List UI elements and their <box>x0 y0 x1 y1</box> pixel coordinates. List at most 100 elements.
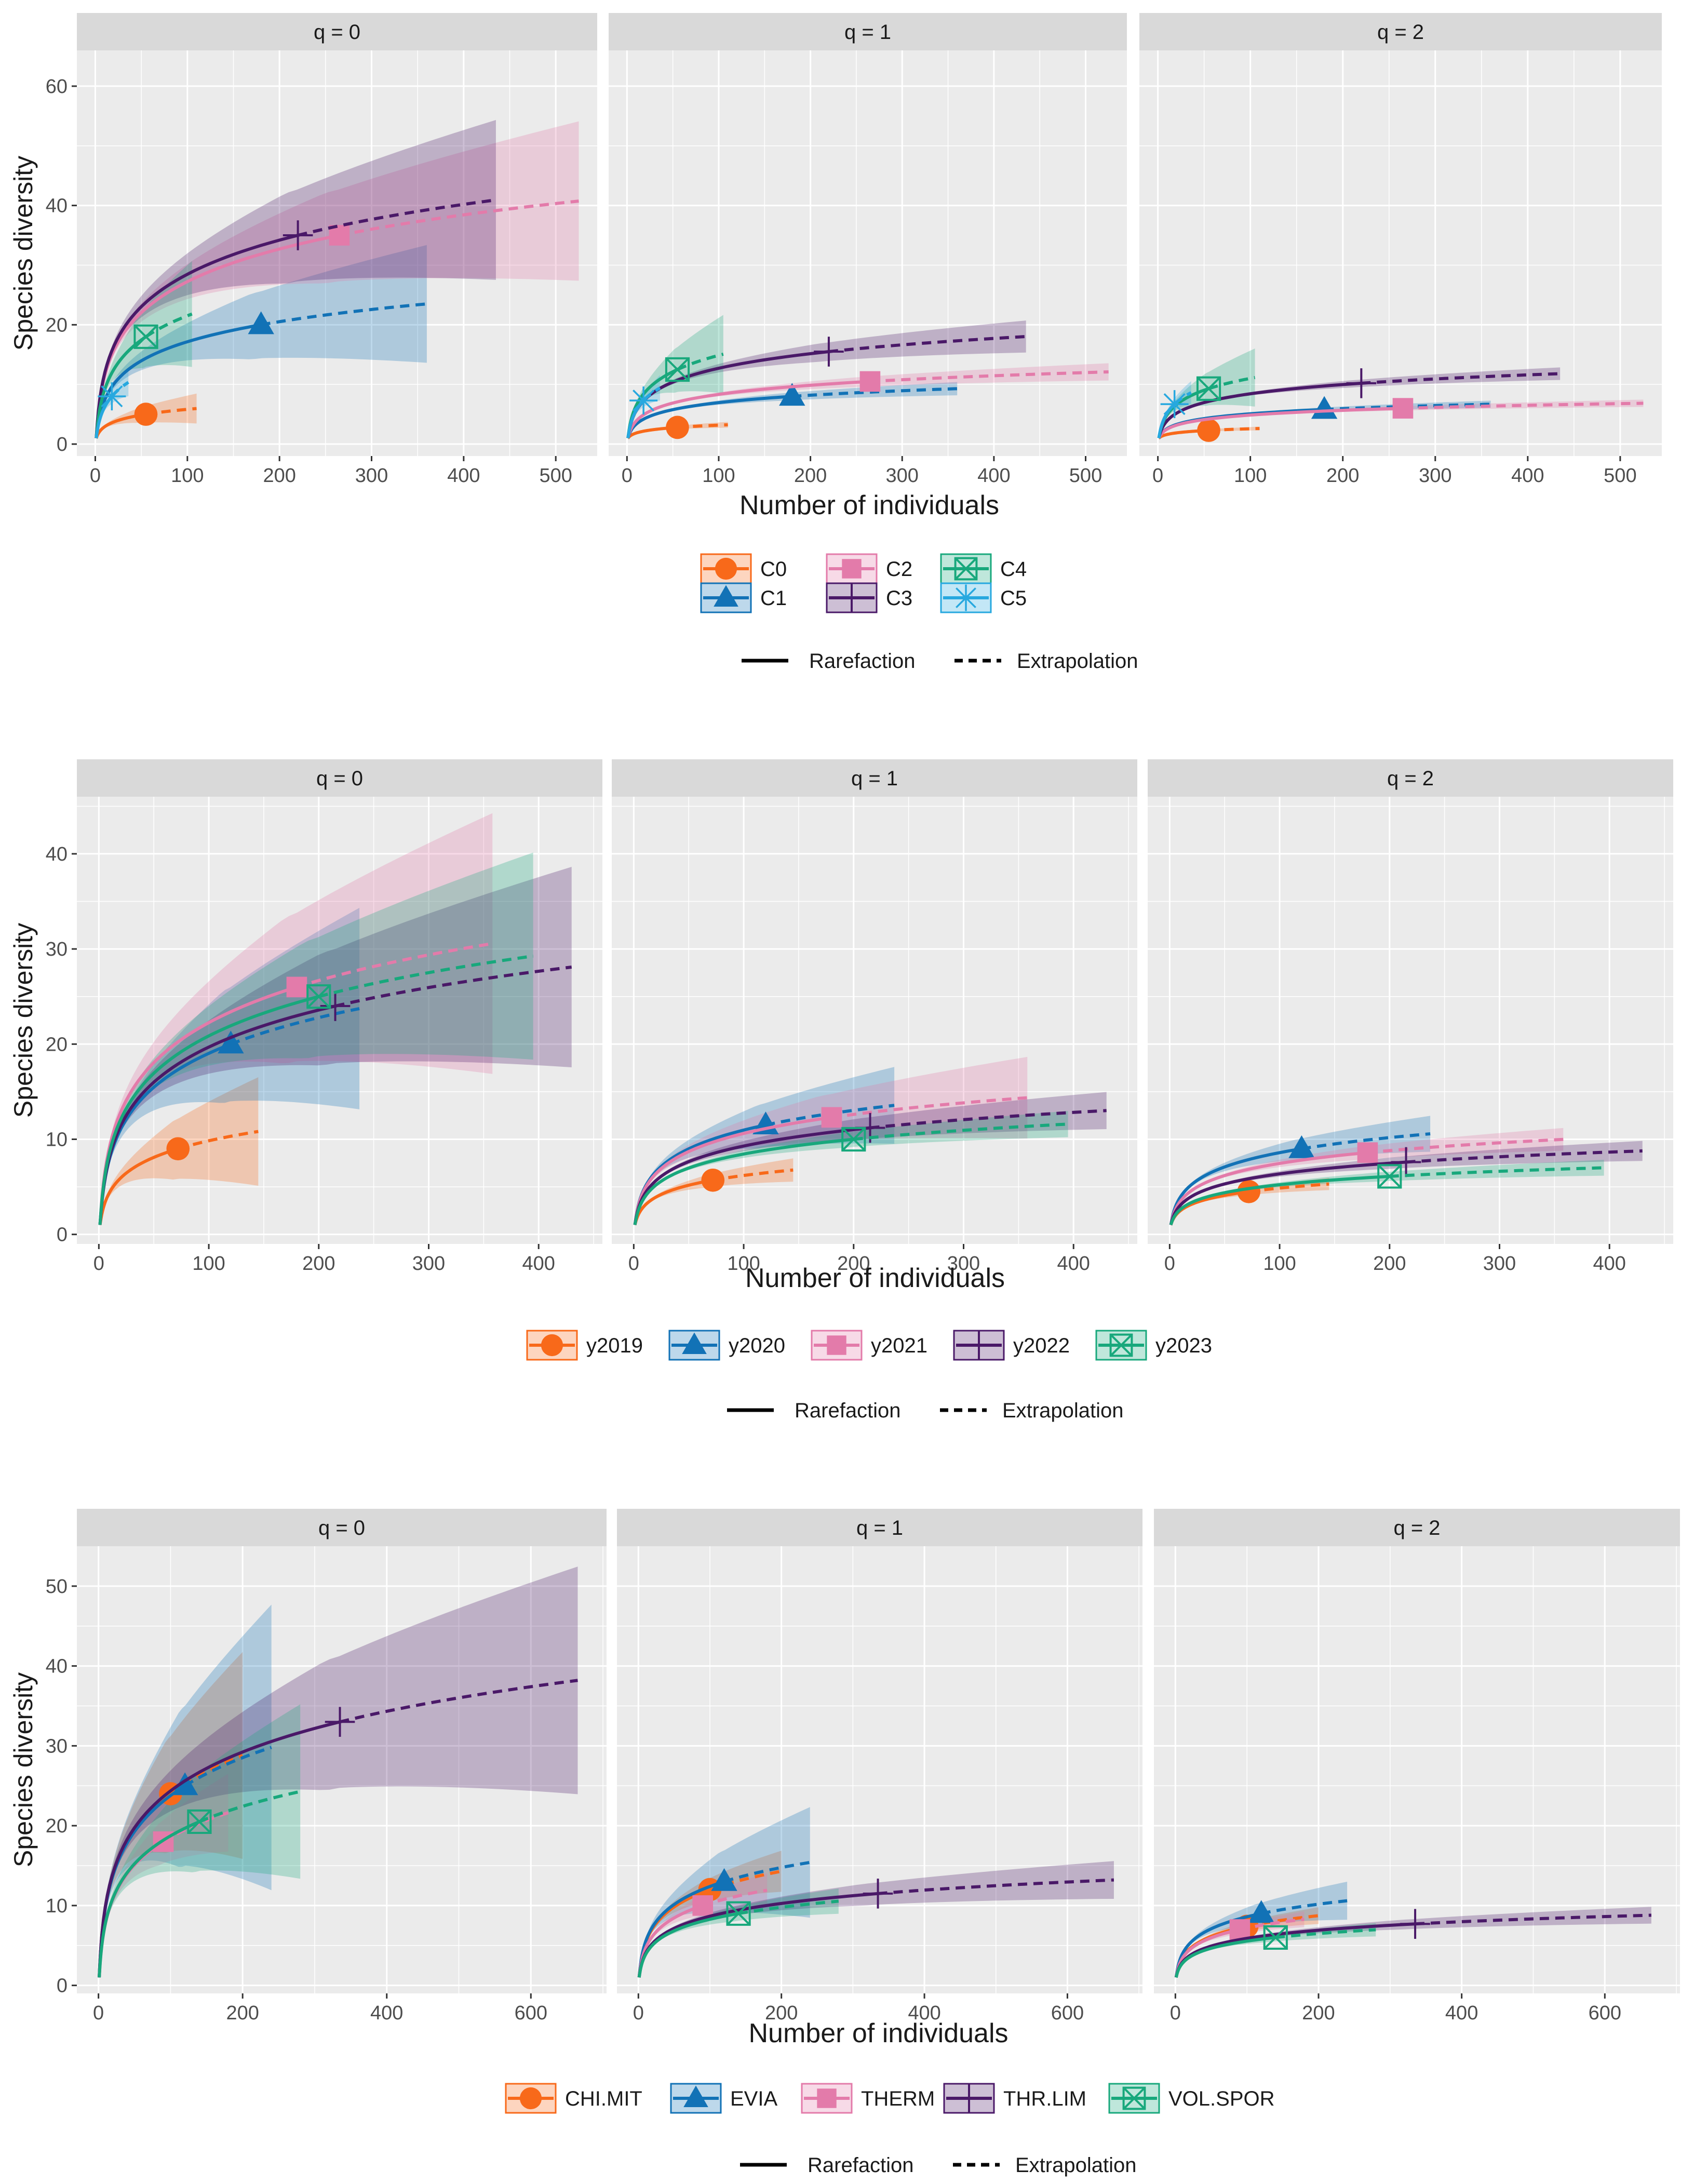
facet-strip <box>609 13 1127 50</box>
ci-ribbon-evia <box>639 1807 810 1978</box>
observed-point-therm <box>692 1895 714 1916</box>
extrapolation-line-therm <box>1239 1918 1305 1931</box>
rarefaction-line-c0 <box>627 425 678 439</box>
facet-strip <box>617 1509 1142 1546</box>
x-tick-label: 0 <box>1170 2002 1181 2024</box>
extrapolation-line-evia <box>184 1746 272 1787</box>
legend-entry-vol-spor: VOL.SPOR <box>1108 2083 1275 2114</box>
observed-point-c5 <box>1160 390 1189 419</box>
observed-point-c3 <box>1346 368 1377 398</box>
x-tick-label: 500 <box>1604 465 1636 487</box>
legend-marker <box>954 2084 984 2113</box>
ci-ribbon-chi-mit <box>639 1851 782 1978</box>
legend-label: CHI.MIT <box>565 2087 642 2110</box>
y-tick-label: 20 <box>46 314 68 336</box>
legend-label: y2022 <box>1013 1334 1070 1357</box>
extrapolation-line-y2022 <box>870 1109 1107 1130</box>
legend-entry-y2020: y2020 <box>668 1330 785 1361</box>
observed-point-y2021 <box>286 976 307 998</box>
ci-ribbon-evia <box>1176 1881 1348 1978</box>
extrapolation-line-chi-mit <box>169 1754 244 1796</box>
extrapolation-line-y2019 <box>1248 1182 1329 1194</box>
ci-ribbon-y2021 <box>100 813 493 1226</box>
ci-ribbon-c4 <box>96 261 192 439</box>
observed-point-y2019 <box>701 1168 725 1192</box>
y-tick-label: 10 <box>46 1895 68 1917</box>
x-tick-label: 0 <box>1152 465 1163 487</box>
rarefaction-line-thr-lim <box>98 1720 341 1978</box>
legend-label: y2023 <box>1155 1334 1212 1357</box>
facet-panel: q = 2 0 200 400 600 <box>1154 1509 1680 2024</box>
extrapolation-line-y2019 <box>712 1168 794 1182</box>
x-tick-label: 300 <box>947 1253 980 1275</box>
rarefaction-line-c3 <box>95 234 299 438</box>
extrapolation-line-c4 <box>677 352 724 371</box>
x-tick-label: 100 <box>1263 1253 1296 1275</box>
y-tick-label: 0 <box>57 434 68 455</box>
rarefaction-key-label: Rarefaction <box>809 650 916 673</box>
facet-strip <box>77 13 597 50</box>
linetype-legend: Rarefaction Extrapolation <box>740 2154 1136 2177</box>
observed-point-y2021 <box>1357 1142 1378 1163</box>
facet-label: q = 0 <box>316 767 363 790</box>
x-tick-label: 300 <box>886 465 919 487</box>
x-axis-title: Number of individuals <box>740 490 999 520</box>
ci-ribbon-y2019 <box>635 1158 794 1225</box>
y-tick-label: 20 <box>46 1815 68 1837</box>
observed-point-evia <box>1248 1900 1274 1923</box>
ci-ribbon-c4 <box>628 315 723 439</box>
observed-point-c3 <box>283 220 313 250</box>
rarefaction-line-y2019 <box>633 1178 714 1226</box>
legend-entry-c3: C3 <box>826 582 912 613</box>
series-layer <box>1157 348 1644 442</box>
extrapolation-line-therm <box>702 1888 768 1907</box>
extrapolation-line-vol-spor <box>1275 1928 1376 1939</box>
x-tick-label: 300 <box>1483 1253 1516 1275</box>
extrapolation-line-c1 <box>261 302 427 327</box>
y-tick-label: 40 <box>46 1656 68 1678</box>
ci-ribbon-therm <box>639 1873 768 1978</box>
ci-ribbon-y2022 <box>1171 1141 1643 1225</box>
ci-ribbon-y2023 <box>1171 1160 1604 1225</box>
x-tick-label: 400 <box>1445 2002 1478 2024</box>
extrapolation-line-c2 <box>870 370 1109 383</box>
extrapolation-key-label: Extrapolation <box>1017 650 1138 673</box>
x-tick-label: 0 <box>93 2002 104 2024</box>
x-axis-title: Number of individuals <box>748 2018 1008 2048</box>
legend-label: THR.LIM <box>1003 2087 1086 2110</box>
legend: y2019 y2020 y2021 y2022 y2023 <box>526 1330 1212 1361</box>
facet-label: q = 0 <box>318 1517 365 1539</box>
linetype-legend: Rarefaction Extrapolation <box>727 1399 1123 1422</box>
x-tick-label: 200 <box>765 2002 798 2024</box>
extrapolation-line-c3 <box>1361 372 1561 385</box>
legend-marker <box>519 2087 542 2110</box>
rarefaction-line-y2021 <box>98 985 298 1225</box>
observed-point-therm <box>1229 1919 1251 1940</box>
x-tick-label: 0 <box>622 465 633 487</box>
series-layer <box>637 1807 1114 1978</box>
facet-label: q = 1 <box>856 1517 903 1539</box>
rarefaction-line-c0 <box>1158 428 1209 440</box>
rarefaction-key-label: Rarefaction <box>795 1399 901 1422</box>
rarefaction-line-evia <box>1174 1912 1262 1978</box>
legend-entry-thr-lim: THR.LIM <box>943 2083 1086 2114</box>
x-tick-label: 600 <box>1589 2002 1621 2024</box>
ci-ribbon-vol-spor <box>1176 1923 1376 1978</box>
facet-strip <box>1154 1509 1680 1546</box>
legend-label: VOL.SPOR <box>1168 2087 1275 2110</box>
extrapolation-line-chi-mit <box>709 1869 782 1891</box>
extrapolation-line-y2023 <box>318 954 534 998</box>
ci-ribbon-y2023 <box>635 1110 1068 1225</box>
x-tick-label: 0 <box>633 2002 644 2024</box>
facet-label: q = 0 <box>314 21 360 44</box>
observed-point-c5 <box>98 382 126 411</box>
rarefaction-line-y2023 <box>98 995 319 1225</box>
legend-label: C3 <box>886 587 912 610</box>
y-axis-title: Species diversity <box>9 156 38 351</box>
y-tick-label: 20 <box>46 1034 68 1055</box>
y-tick-label: 50 <box>46 1576 68 1598</box>
ci-ribbon-chi-mit <box>99 1652 243 1978</box>
legend-label: EVIA <box>730 2087 777 2110</box>
extrapolation-line-c4 <box>1208 376 1256 391</box>
observed-point-c2 <box>1392 398 1414 419</box>
